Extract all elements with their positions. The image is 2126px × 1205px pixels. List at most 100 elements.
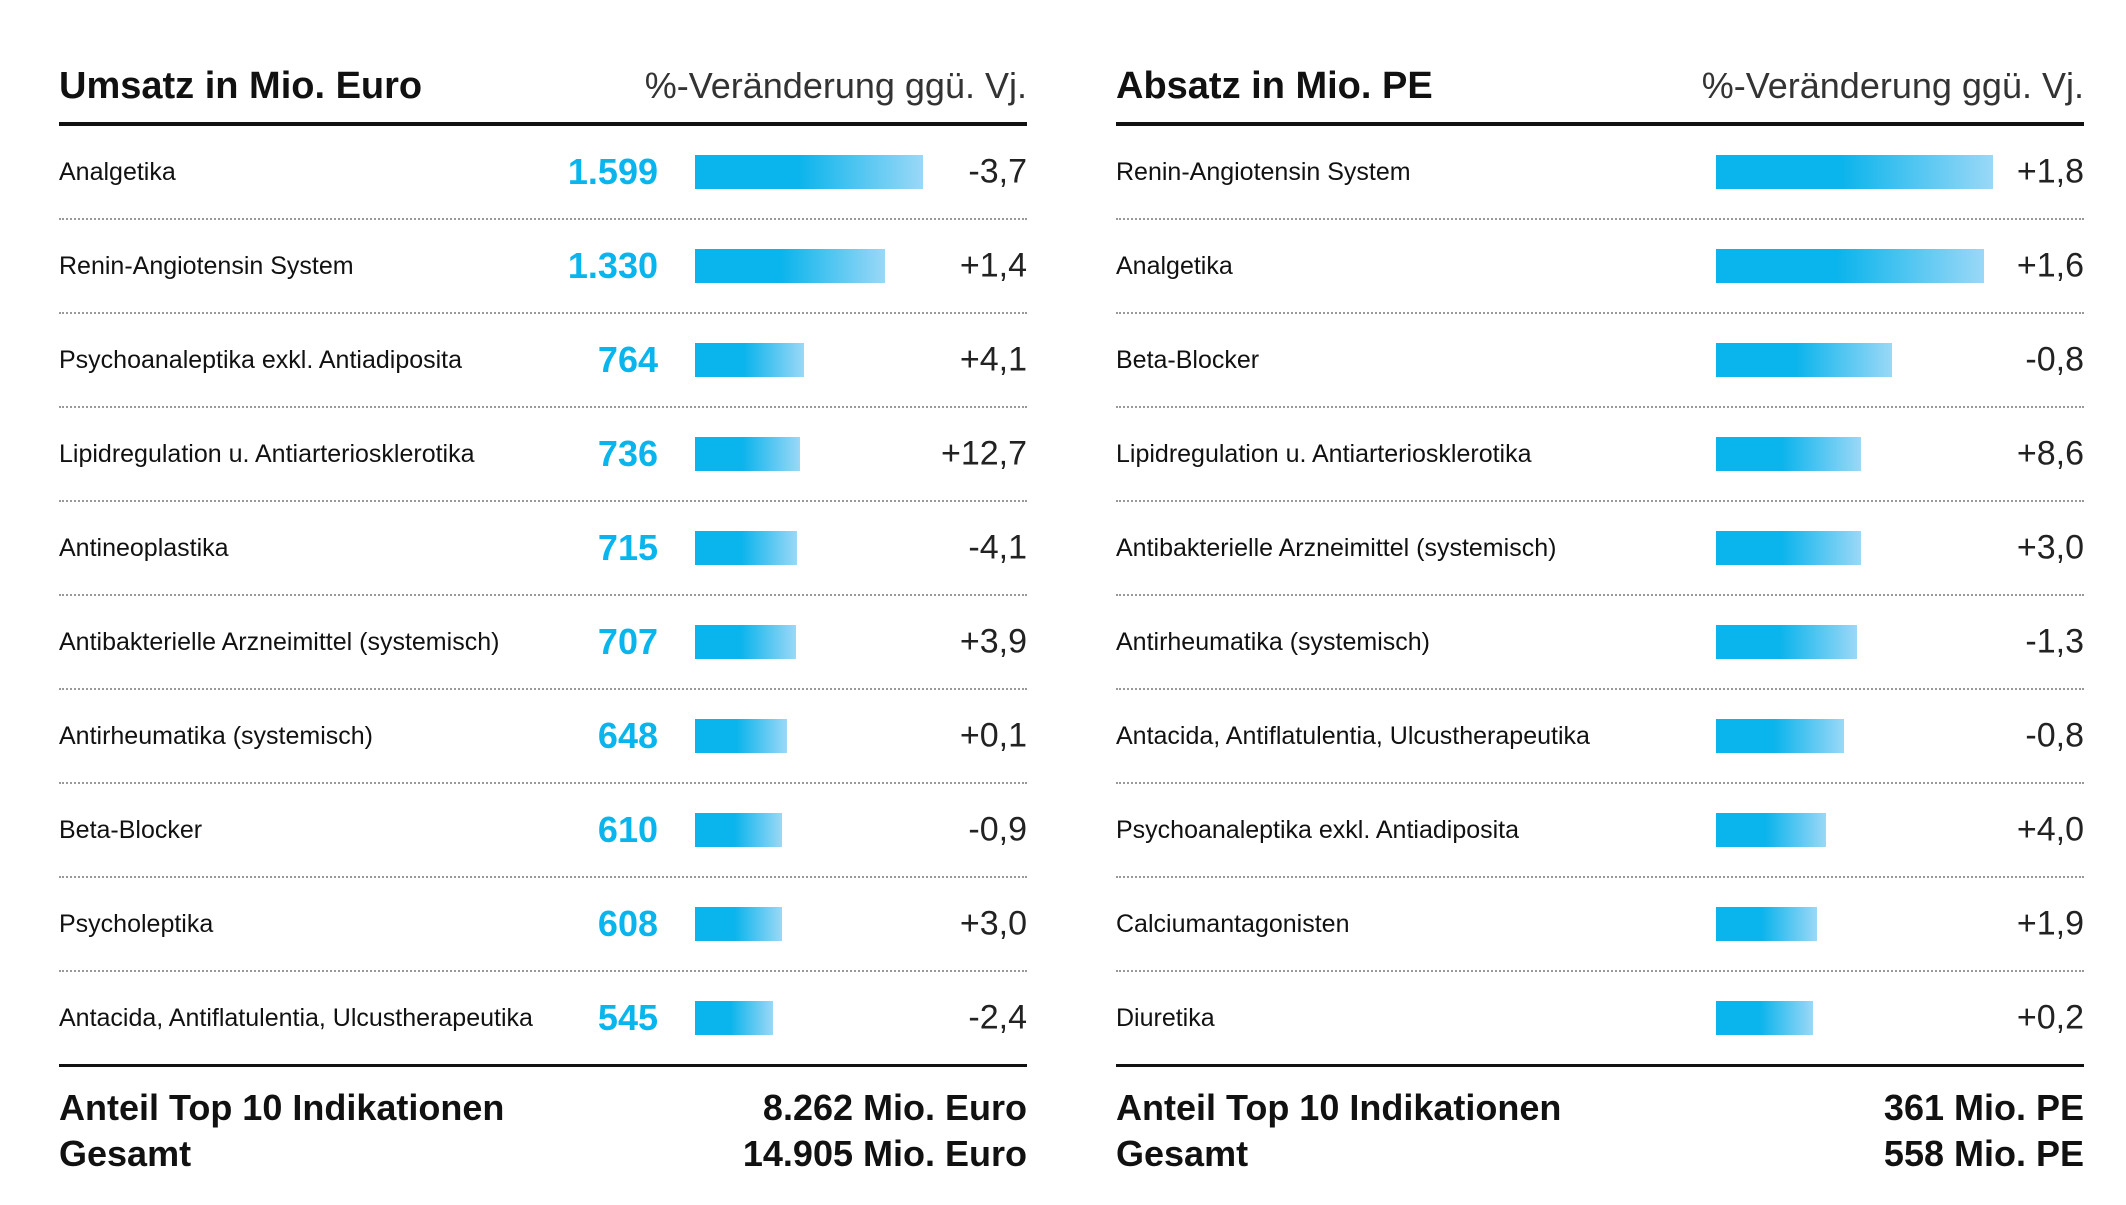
revenue-total-line: Gesamt 14.905 Mio. Euro	[59, 1131, 1027, 1177]
sales-change-label: -0,8	[2025, 716, 2084, 755]
revenue-value-label: 648	[597, 715, 658, 756]
revenue-change-label: -3,7	[968, 152, 1027, 191]
revenue-row: Psycholeptika 608 +3,0	[59, 878, 1027, 972]
sales-change-label: -1,3	[2025, 622, 2084, 661]
sales-change-header: %-Veränderung ggü. Vj.	[1701, 65, 2084, 106]
revenue-category-label: Psychoanaleptika exkl. Antiadiposita	[59, 346, 463, 374]
sales-category-label: Psychoanaleptika exkl. Antiadiposita	[1116, 816, 1520, 844]
revenue-bar	[695, 343, 804, 377]
revenue-category-label: Lipidregulation u. Antiarteriosklerotika	[59, 440, 475, 468]
sales-category-label: Beta-Blocker	[1116, 346, 1260, 374]
revenue-value-label: 1.599	[567, 151, 658, 192]
sales-bar	[1716, 625, 1857, 659]
revenue-top10-value: 8.262 Mio. Euro	[762, 1087, 1027, 1128]
sales-row: Lipidregulation u. Antiarteriosklerotika…	[1116, 408, 2084, 502]
revenue-category-label: Renin-Angiotensin System	[59, 252, 354, 280]
sales-category-label: Antibakterielle Arzneimittel (systemisch…	[1116, 534, 1557, 562]
revenue-value-label: 1.330	[567, 245, 658, 286]
sales-bar	[1716, 249, 1984, 283]
sales-row: Renin-Angiotensin System63+1,8	[1116, 126, 2084, 220]
revenue-change-header: %-Veränderung ggü. Vj.	[644, 65, 1027, 106]
sales-footer: Anteil Top 10 Indikationen 361 Mio. PE G…	[1116, 1067, 2084, 1177]
sales-category-label: Antirheumatika (systemisch)	[1116, 628, 1430, 656]
revenue-bar	[695, 437, 800, 471]
revenue-value-label: 736	[597, 433, 658, 474]
sales-title: Absatz in Mio. PE	[1116, 64, 1433, 107]
revenue-change-label: +12,7	[940, 434, 1027, 473]
revenue-change-label: +1,4	[959, 246, 1027, 285]
revenue-category-label: Antacida, Antiflatulentia, Ulcustherapeu…	[59, 1004, 533, 1032]
revenue-change-label: +4,1	[959, 340, 1027, 379]
revenue-total-label: Gesamt	[59, 1133, 192, 1174]
revenue-row: Antacida, Antiflatulentia, Ulcustherapeu…	[59, 972, 1027, 1064]
sales-category-label: Diuretika	[1116, 1004, 1215, 1032]
sales-bar	[1716, 155, 1993, 189]
sales-change-label: +1,8	[2016, 152, 2084, 191]
revenue-bar	[695, 719, 787, 753]
sales-change-label: +0,2	[2016, 998, 2084, 1037]
revenue-change-label: -2,4	[968, 998, 1027, 1037]
revenue-change-label: +0,1	[959, 716, 1027, 755]
revenue-top10-label: Anteil Top 10 Indikationen	[59, 1087, 505, 1128]
revenue-rows: Analgetika 1.599 -3,7 Renin-Angiotensin Sys…	[59, 126, 1027, 1067]
revenue-total-value: 14.905 Mio. Euro	[742, 1133, 1027, 1174]
revenue-category-label: Beta-Blocker	[59, 816, 203, 844]
revenue-row: Psychoanaleptika exkl. Antiadiposita 764 +…	[59, 314, 1027, 408]
revenue-title: Umsatz in Mio. Euro	[59, 64, 423, 107]
sales-bar	[1716, 907, 1817, 941]
revenue-value-label: 608	[597, 903, 658, 944]
revenue-panel: Umsatz in Mio. Euro %-Veränderung ggü. V…	[59, 50, 1027, 1177]
sales-total-line: Gesamt 558 Mio. PE	[1116, 1131, 2084, 1177]
revenue-category-label: Analgetika	[59, 158, 176, 186]
sales-bar	[1716, 531, 1861, 565]
sales-top10-label: Anteil Top 10 Indikationen	[1116, 1087, 1562, 1128]
sales-row: Calciumantagonisten23+1,9	[1116, 878, 2084, 972]
revenue-value-label: 764	[597, 339, 658, 380]
revenue-bar	[695, 907, 782, 941]
sales-change-label: +4,0	[2016, 810, 2084, 849]
revenue-top10-line: Anteil Top 10 Indikationen 8.262 Mio. Eu…	[59, 1085, 1027, 1131]
sales-top10-value: 361 Mio. PE	[1883, 1087, 2084, 1128]
revenue-category-label: Antibakterielle Arzneimittel (systemisch…	[59, 628, 500, 656]
revenue-bar	[695, 625, 796, 659]
sales-change-label: +8,6	[2016, 434, 2084, 473]
revenue-change-label: +3,0	[959, 904, 1027, 943]
sales-bar	[1716, 813, 1826, 847]
sales-category-label: Analgetika	[1116, 252, 1233, 280]
revenue-value-label: 545	[597, 997, 658, 1038]
sales-rows: Renin-Angiotensin System63+1,8Analgetika…	[1116, 126, 2084, 1067]
revenue-row: Antibakterielle Arzneimittel (systemisch…	[59, 596, 1027, 690]
revenue-value-label: 715	[597, 527, 658, 568]
sales-total-value: 558 Mio. PE	[1883, 1133, 2084, 1174]
revenue-bar	[695, 155, 923, 189]
sales-change-label: +1,9	[2016, 904, 2084, 943]
revenue-row: Analgetika 1.599 -3,7	[59, 126, 1027, 220]
sales-change-label: -0,8	[2025, 340, 2084, 379]
revenue-value-label: 610	[597, 809, 658, 850]
revenue-value-label: 707	[597, 621, 658, 662]
revenue-row: Lipidregulation u. Antiarteriosklerotika…	[59, 408, 1027, 502]
sales-row: Antirheumatika (systemisch)32-1,3	[1116, 596, 2084, 690]
revenue-row: Renin-Angiotensin System 1.330 +1,4	[59, 220, 1027, 314]
sales-change-label: +1,6	[2016, 246, 2084, 285]
sales-change-label: +3,0	[2016, 528, 2084, 567]
revenue-bar	[695, 813, 782, 847]
revenue-category-label: Antirheumatika (systemisch)	[59, 722, 373, 750]
sales-row: Beta-Blocker40-0,8	[1116, 314, 2084, 408]
revenue-change-label: -0,9	[968, 810, 1027, 849]
sales-bar	[1716, 719, 1844, 753]
sales-bar	[1716, 1001, 1813, 1035]
sales-panel: Absatz in Mio. PE %-Veränderung ggü. Vj.…	[1116, 50, 2084, 1177]
revenue-change-label: -4,1	[968, 528, 1027, 567]
sales-top10-line: Anteil Top 10 Indikationen 361 Mio. PE	[1116, 1085, 2084, 1131]
sales-row: Antacida, Antiflatulentia, Ulcustherapeu…	[1116, 690, 2084, 784]
revenue-row: Beta-Blocker 610 -0,9	[59, 784, 1027, 878]
revenue-category-label: Antineoplastika	[59, 534, 229, 562]
sales-row: Analgetika61+1,6	[1116, 220, 2084, 314]
sales-header: Absatz in Mio. PE %-Veränderung ggü. Vj.	[1116, 50, 2084, 126]
revenue-change-label: +3,9	[959, 622, 1027, 661]
sales-bar	[1716, 343, 1892, 377]
sales-row: Antibakterielle Arzneimittel (systemisch…	[1116, 502, 2084, 596]
sales-category-label: Calciumantagonisten	[1116, 910, 1350, 938]
revenue-category-label: Psycholeptika	[59, 910, 214, 938]
